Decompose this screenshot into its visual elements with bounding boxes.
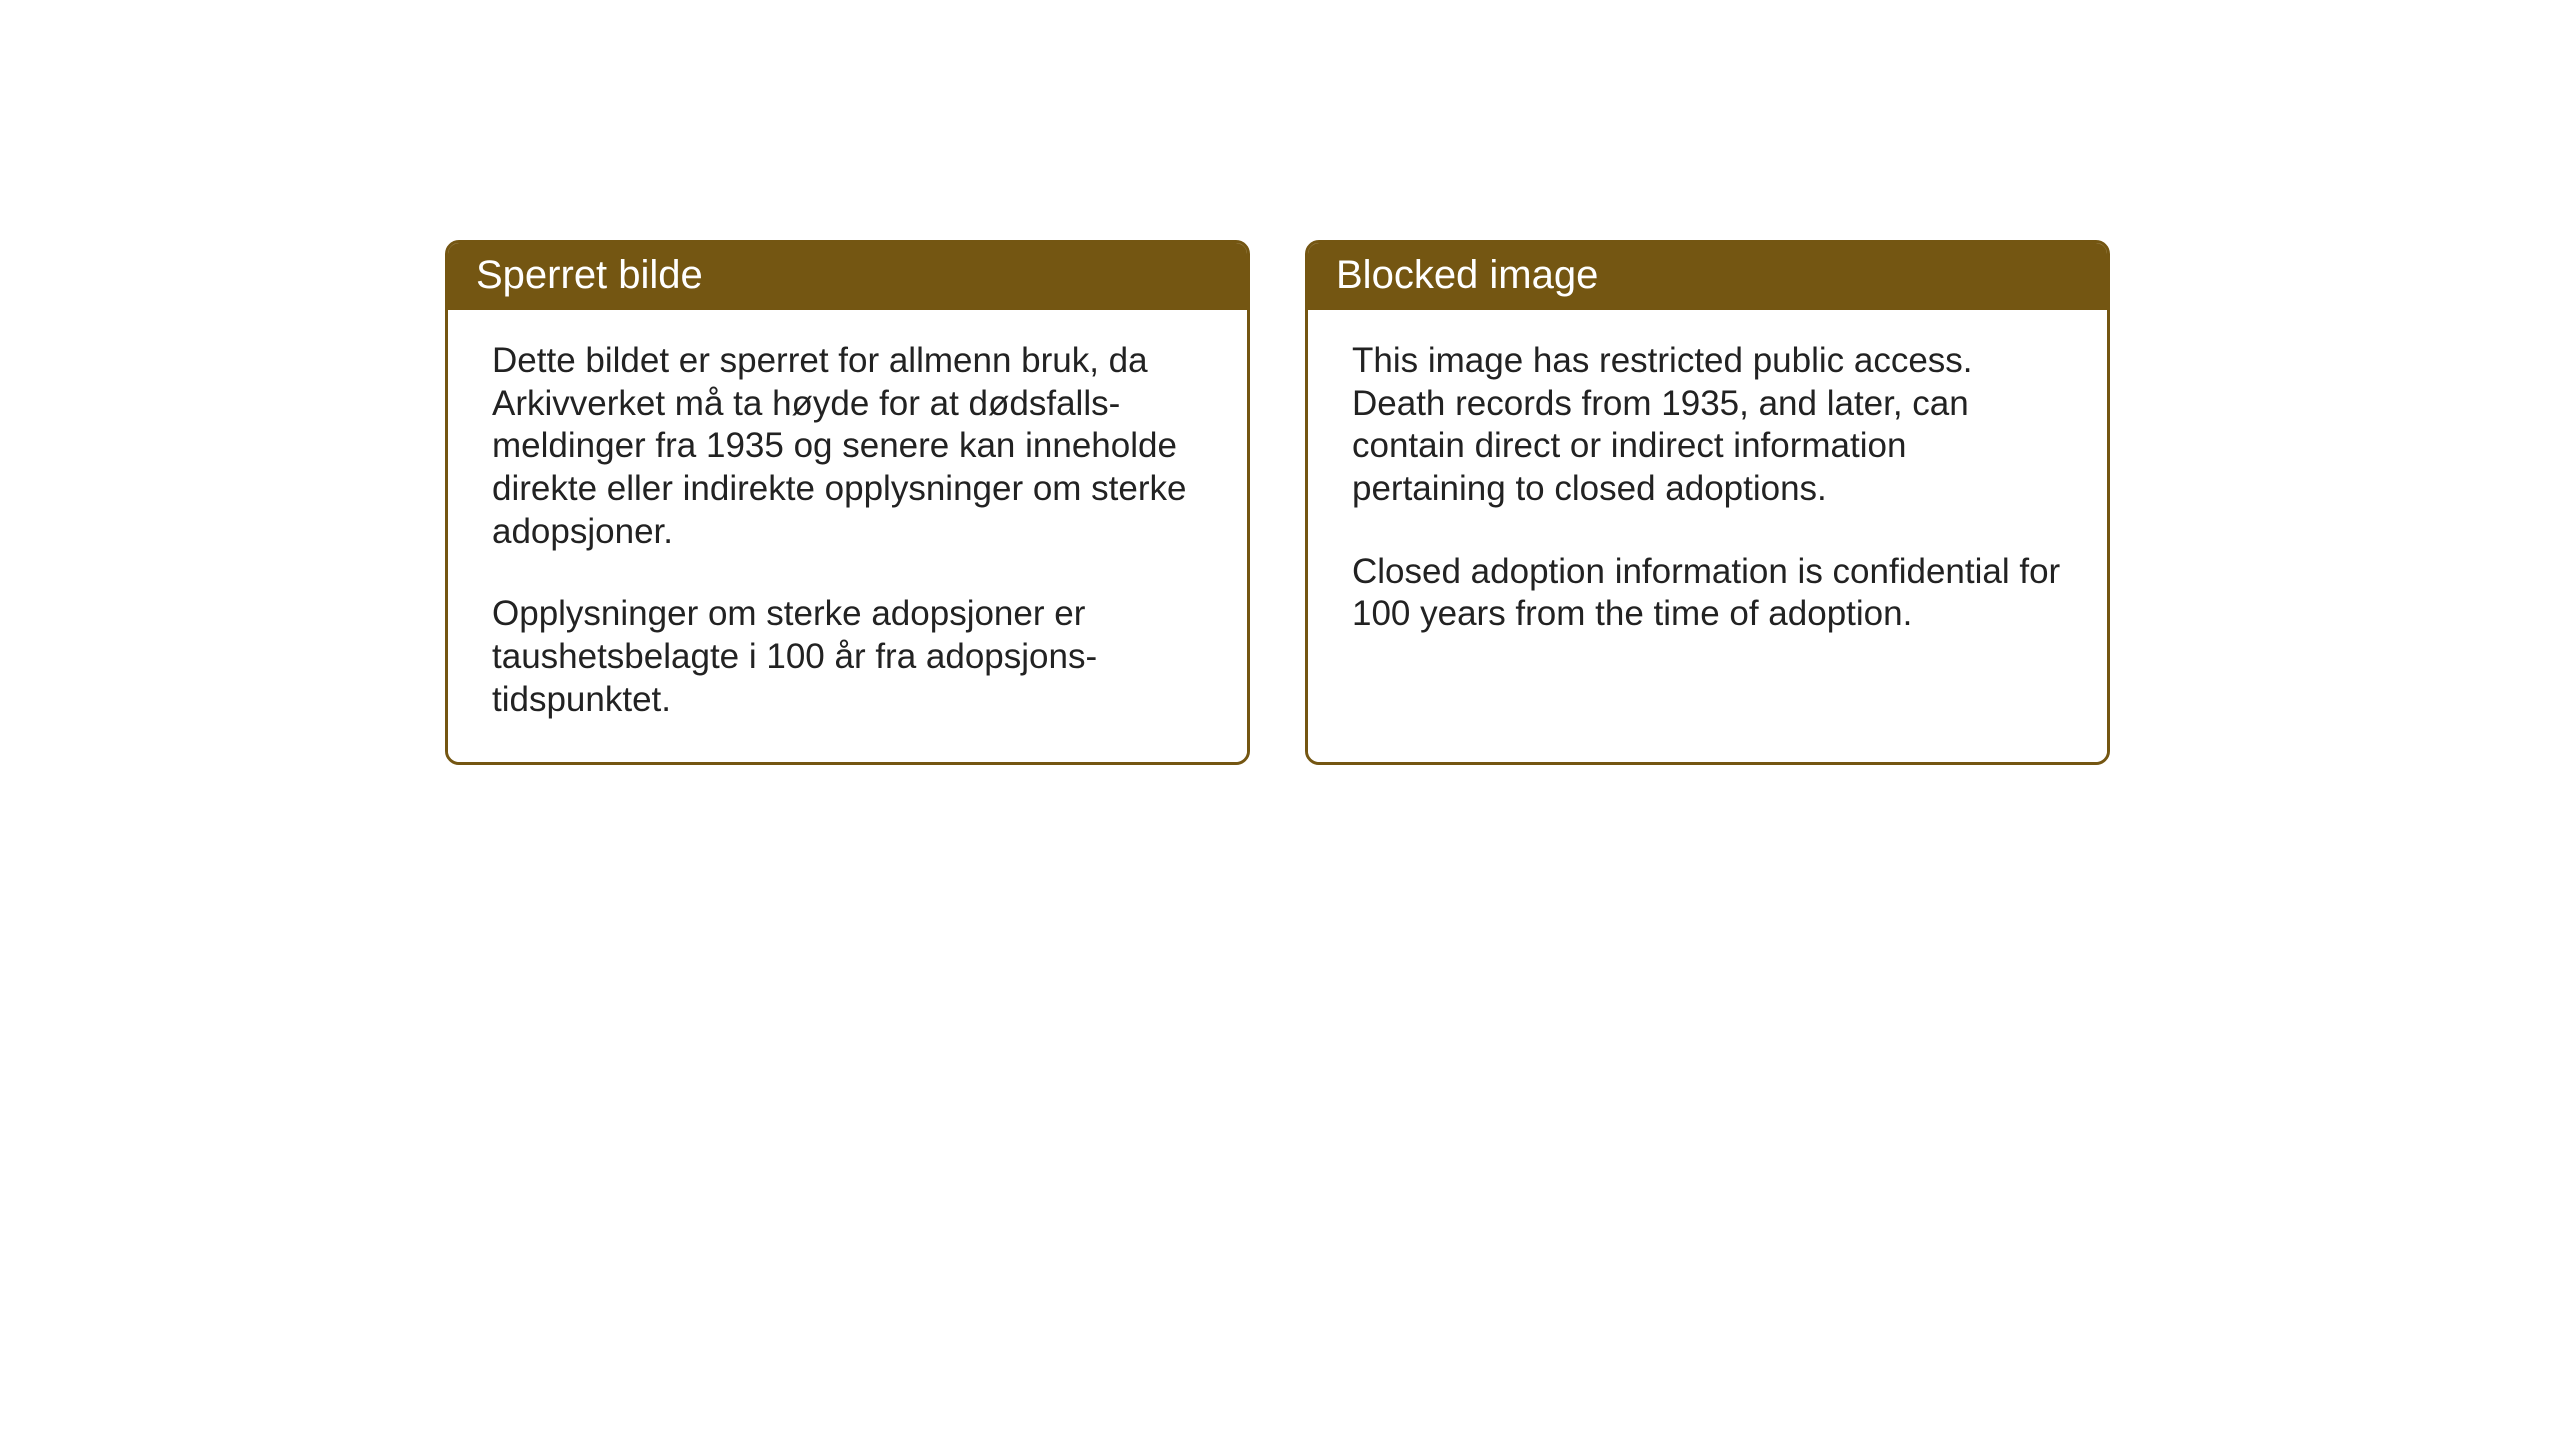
english-notice-body: This image has restricted public access.… bbox=[1308, 310, 2107, 762]
norwegian-notice-body: Dette bildet er sperret for allmenn bruk… bbox=[448, 310, 1247, 762]
english-notice-title: Blocked image bbox=[1308, 243, 2107, 310]
english-paragraph-1: This image has restricted public access.… bbox=[1352, 340, 2063, 511]
english-paragraph-2: Closed adoption information is confident… bbox=[1352, 551, 2063, 636]
norwegian-paragraph-1: Dette bildet er sperret for allmenn bruk… bbox=[492, 340, 1203, 553]
norwegian-notice-title: Sperret bilde bbox=[448, 243, 1247, 310]
notice-container: Sperret bilde Dette bildet er sperret fo… bbox=[445, 240, 2110, 765]
norwegian-notice-card: Sperret bilde Dette bildet er sperret fo… bbox=[445, 240, 1250, 765]
norwegian-paragraph-2: Opplysninger om sterke adopsjoner er tau… bbox=[492, 593, 1203, 721]
english-notice-card: Blocked image This image has restricted … bbox=[1305, 240, 2110, 765]
